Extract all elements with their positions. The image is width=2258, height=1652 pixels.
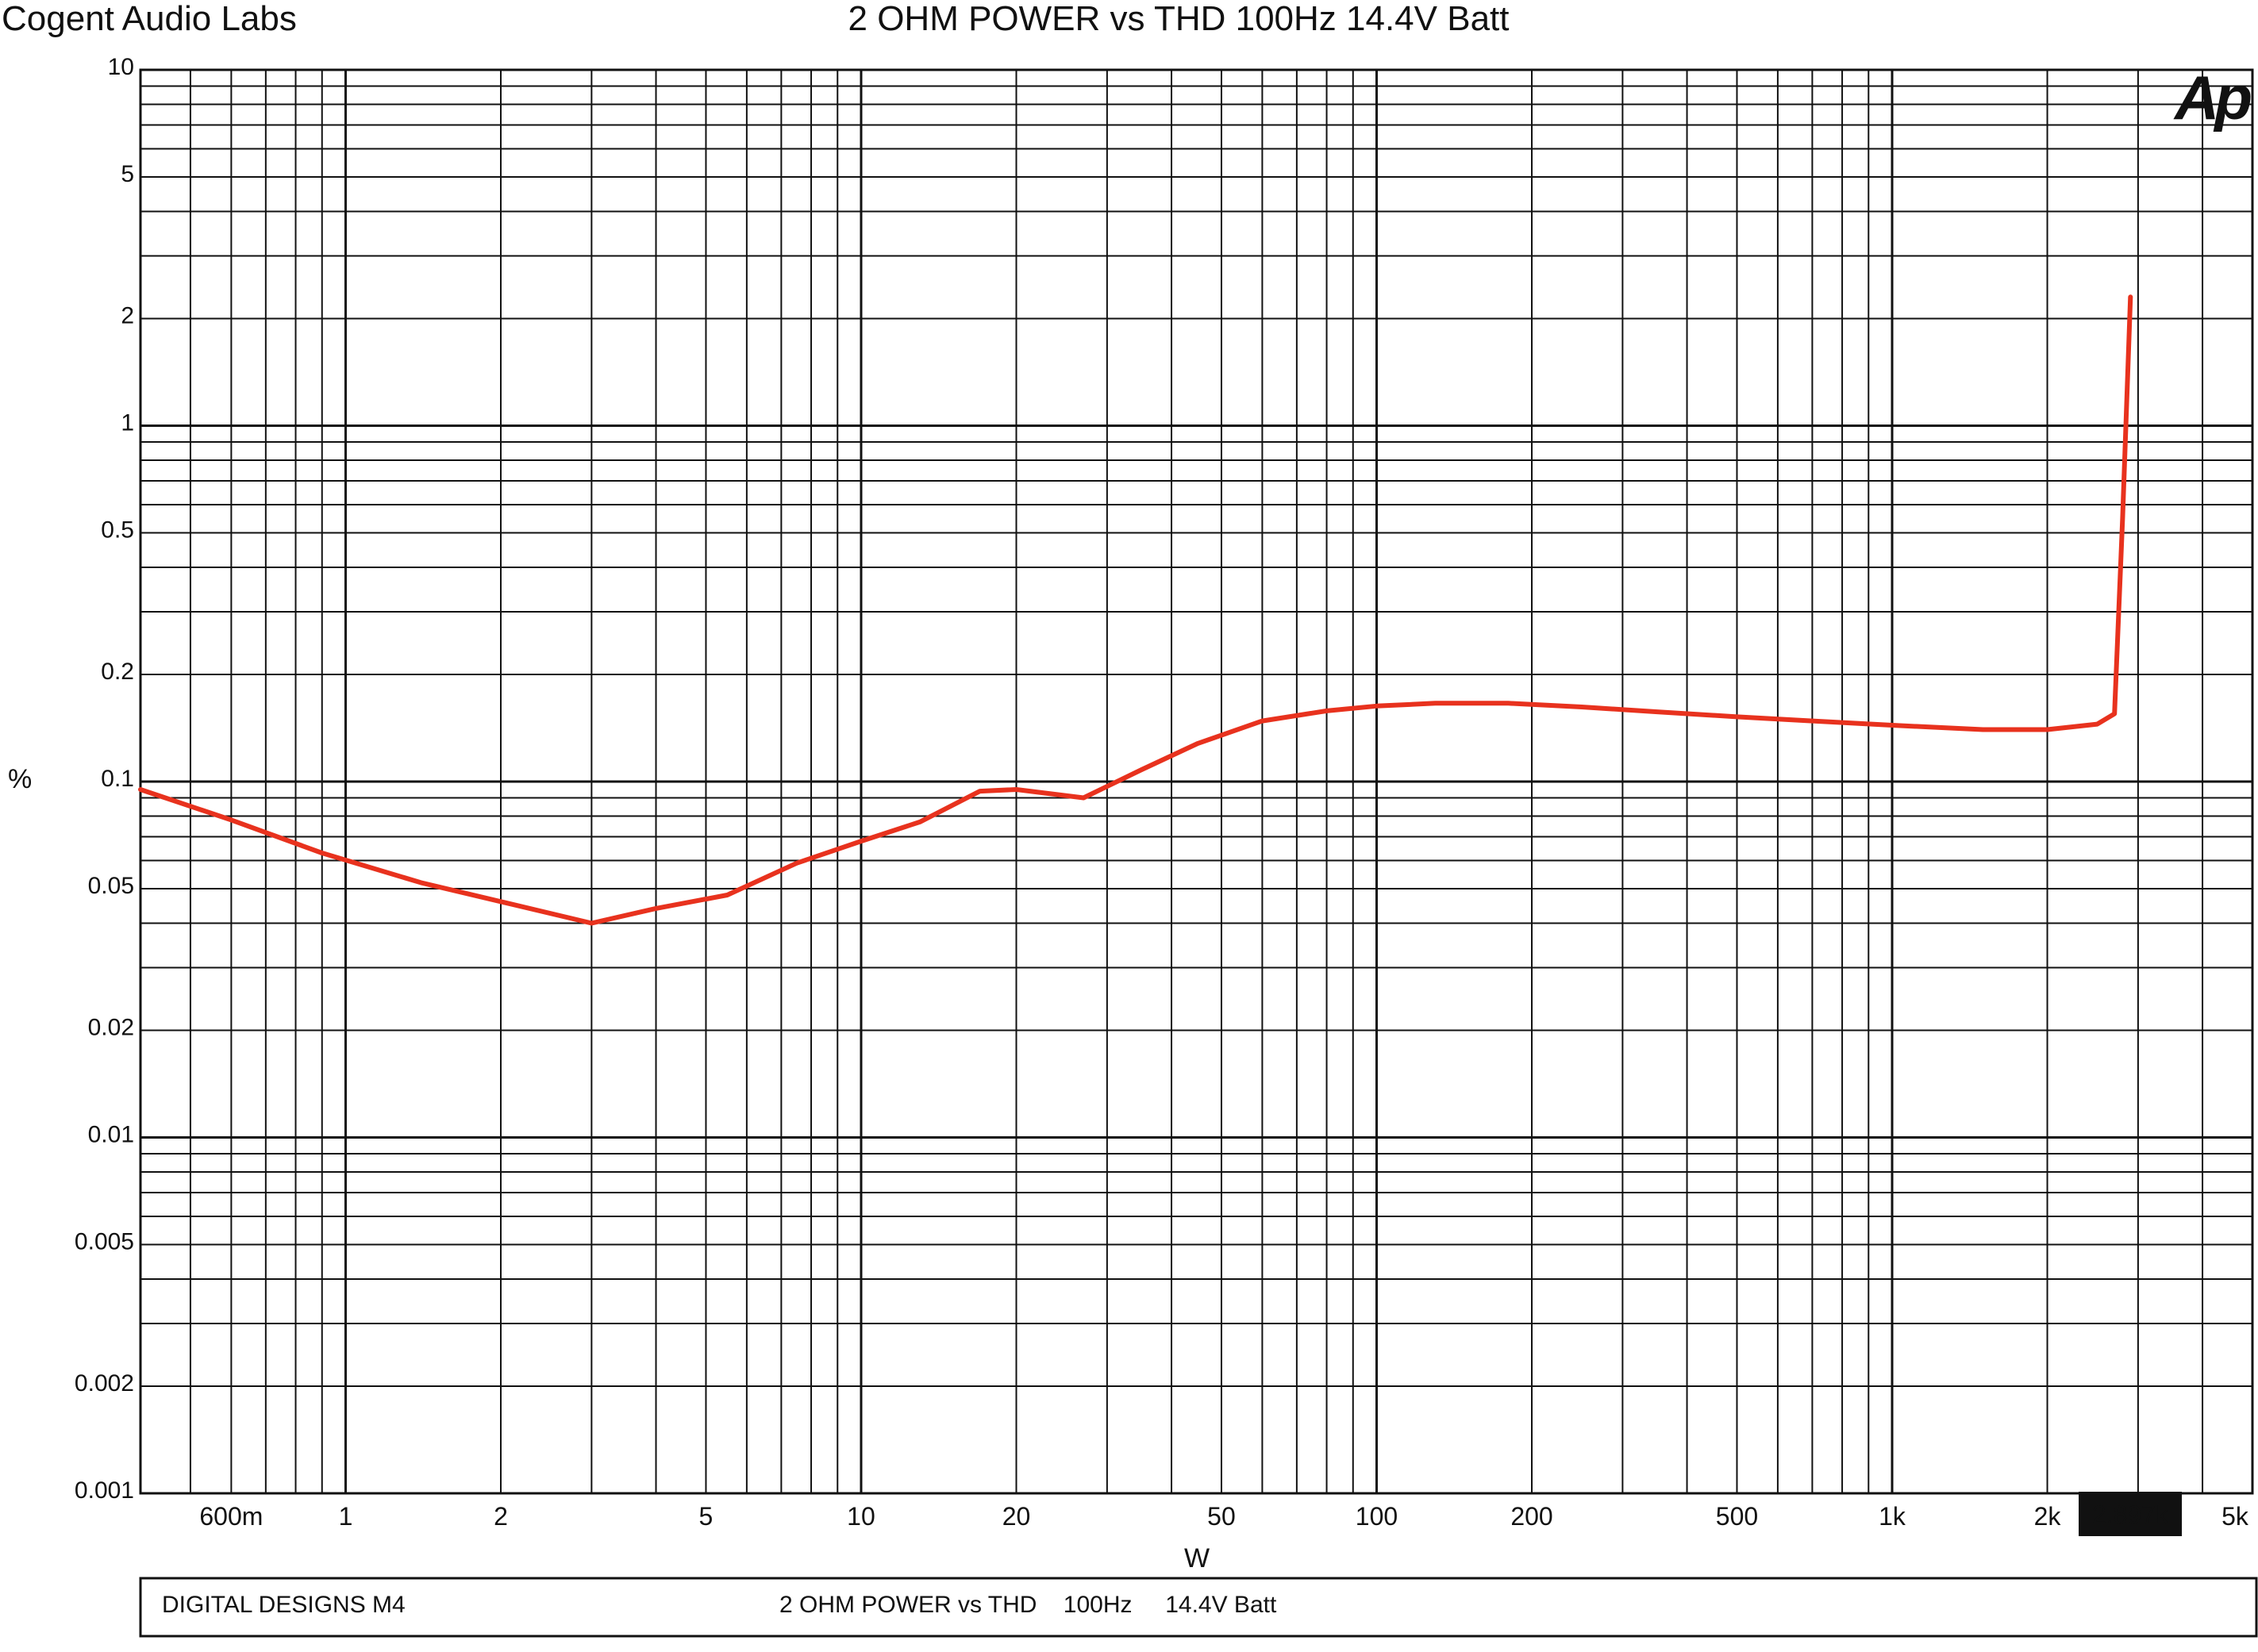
chart-title: 2 OHM POWER vs THD 100Hz 14.4V Batt: [848, 0, 1510, 38]
y-tick-label: 0.05: [88, 873, 134, 899]
y-tick-labels: 10 5 2 1 0.5 0.2 0.1 0.05 0.02 0.01 0.005 0.002 0.00…: [75, 54, 134, 1504]
x-tick-label: 1k: [1879, 1502, 1906, 1531]
footer-description: 2 OHM POWER vs THD 100Hz 14.4V Batt: [779, 1592, 1277, 1618]
y-tick-label: 10: [108, 54, 134, 80]
x-tick-label: 500: [1716, 1502, 1758, 1531]
y-tick-label: 2: [121, 302, 134, 328]
x-tick-label: 50: [1207, 1502, 1236, 1531]
x-tick-label: 200: [1510, 1502, 1552, 1531]
grid: [139, 68, 2254, 1495]
y-axis-label: %: [8, 764, 32, 794]
x-tick-label: 5: [699, 1502, 714, 1531]
y-tick-label: 1: [121, 410, 134, 436]
x-tick-label: 2: [494, 1502, 508, 1531]
y-tick-label: 0.2: [101, 659, 134, 685]
y-tick-label: 5: [121, 161, 134, 187]
x-tick-label: 600m: [199, 1502, 263, 1531]
ap-logo: Ap: [2173, 63, 2251, 133]
brand-label: Cogent Audio Labs: [2, 0, 297, 38]
y-tick-label: 0.001: [75, 1477, 134, 1504]
x-tick-label: 2k: [2034, 1502, 2062, 1531]
footer-box: [139, 1577, 2258, 1638]
x-tick-labels: 600m 1 2 5 10 20 50 100 200 500 1k 2k 5k: [199, 1502, 2249, 1531]
y-tick-label: 0.01: [88, 1122, 134, 1148]
y-tick-label: 0.1: [101, 766, 134, 792]
footer-device: DIGITAL DESIGNS M4: [162, 1592, 406, 1618]
x-tick-label: 5k: [2221, 1502, 2249, 1531]
y-tick-label: 0.02: [88, 1014, 134, 1040]
trace-layer: [138, 294, 2133, 926]
x-axis-label: W: [1184, 1543, 1210, 1573]
x-tick-label: 10: [847, 1502, 875, 1531]
x-tick-label: 100: [1356, 1502, 1398, 1531]
y-tick-label: 0.5: [101, 517, 134, 544]
y-tick-label: 0.005: [75, 1229, 134, 1255]
y-tick-label: 0.002: [75, 1370, 134, 1397]
x-tick-label: 20: [1002, 1502, 1031, 1531]
x-marker-box: [2079, 1492, 2183, 1536]
x-tick-label: 1: [339, 1502, 353, 1531]
x-marker-label: 2.897k: [2092, 1500, 2169, 1529]
thd-trace: [138, 294, 2133, 926]
